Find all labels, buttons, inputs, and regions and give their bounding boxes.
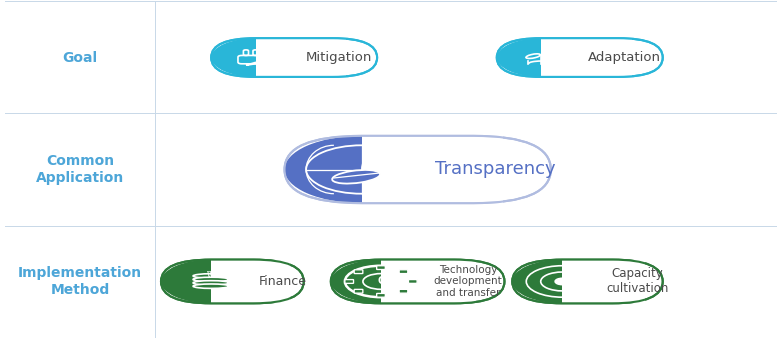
FancyBboxPatch shape: [399, 270, 408, 274]
FancyBboxPatch shape: [399, 290, 408, 293]
Text: Common
Application: Common Application: [36, 154, 124, 185]
FancyBboxPatch shape: [161, 260, 303, 303]
Text: C: C: [377, 277, 384, 286]
FancyBboxPatch shape: [377, 266, 385, 270]
Circle shape: [161, 260, 261, 303]
FancyBboxPatch shape: [541, 38, 632, 77]
FancyBboxPatch shape: [408, 280, 417, 283]
FancyBboxPatch shape: [512, 260, 663, 303]
FancyBboxPatch shape: [211, 38, 377, 77]
FancyBboxPatch shape: [345, 280, 353, 283]
Text: Finance: Finance: [258, 275, 307, 288]
FancyBboxPatch shape: [354, 290, 363, 293]
FancyBboxPatch shape: [211, 260, 290, 303]
Text: Adaptation: Adaptation: [587, 51, 661, 64]
Circle shape: [331, 260, 431, 303]
Ellipse shape: [332, 170, 380, 183]
FancyBboxPatch shape: [331, 260, 504, 303]
Circle shape: [512, 260, 612, 303]
Text: Mitigation: Mitigation: [305, 51, 372, 64]
Text: Goal: Goal: [62, 51, 97, 64]
Ellipse shape: [193, 281, 230, 285]
Text: Transparency: Transparency: [435, 160, 555, 179]
FancyBboxPatch shape: [255, 38, 346, 77]
FancyBboxPatch shape: [381, 260, 475, 303]
Text: ₩: ₩: [207, 272, 216, 280]
Circle shape: [211, 38, 300, 77]
Circle shape: [555, 278, 569, 285]
Ellipse shape: [193, 277, 230, 282]
Text: Implementation
Method: Implementation Method: [18, 266, 142, 297]
FancyBboxPatch shape: [362, 136, 503, 203]
FancyBboxPatch shape: [562, 260, 646, 303]
Ellipse shape: [193, 284, 230, 288]
Circle shape: [497, 38, 586, 77]
Text: Capacity
cultivation: Capacity cultivation: [607, 267, 669, 296]
Circle shape: [285, 136, 439, 203]
FancyBboxPatch shape: [377, 294, 385, 297]
FancyBboxPatch shape: [285, 136, 551, 203]
Text: Technology
development
and transfer: Technology development and transfer: [433, 265, 503, 298]
FancyBboxPatch shape: [354, 270, 363, 274]
FancyBboxPatch shape: [497, 38, 663, 77]
